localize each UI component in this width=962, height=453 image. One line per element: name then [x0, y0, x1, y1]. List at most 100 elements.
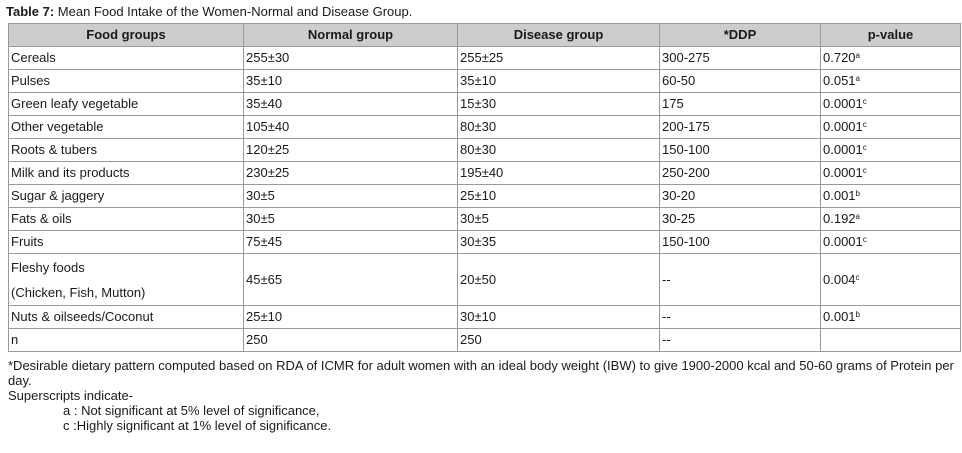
p-value-superscript: c: [862, 143, 867, 152]
table-row: Sugar & jaggery 30±5 25±10 30-20 0.001b: [8, 184, 961, 208]
p-value-text: 0.0001: [823, 119, 863, 134]
table-row: Milk and its products 230±25 195±40 250-200…: [8, 161, 961, 185]
cell-disease: 80±30: [457, 115, 660, 139]
table-row: Roots & tubers 120±25 80±30 150-100 0.0001c: [8, 138, 961, 162]
cell-normal: 30±5: [243, 184, 458, 208]
cell-p-value: 0.192a: [820, 207, 961, 231]
cell-p-value: 0.0001c: [820, 230, 961, 254]
p-value-superscript: c: [862, 120, 867, 129]
p-value-superscript: c: [855, 272, 860, 282]
table-caption: Table 7: Mean Food Intake of the Women-N…: [6, 3, 958, 21]
p-value-text: 0.0001: [823, 96, 863, 111]
cell-food: Cereals: [8, 46, 244, 70]
cell-food: Fruits: [8, 230, 244, 254]
footnote-note-c: c :Highly significant at 1% level of sig…: [63, 418, 332, 433]
table-row: Fats & oils 30±5 30±5 30-25 0.192a: [8, 207, 961, 231]
cell-disease: 30±5: [457, 207, 660, 231]
cell-disease: 25±10: [457, 184, 660, 208]
cell-ddp: 30-25: [659, 207, 821, 231]
cell-disease: 255±25: [457, 46, 660, 70]
cell-p-value: [820, 328, 961, 352]
table-row: Nuts & oilseeds/Coconut 25±10 30±10 -- 0.001…: [8, 305, 961, 329]
cell-ddp: --: [659, 328, 821, 352]
cell-ddp: 250-200: [659, 161, 821, 185]
cell-normal: 105±40: [243, 115, 458, 139]
p-value-superscript: c: [862, 166, 867, 175]
p-value-text: 0.004: [823, 271, 856, 287]
cell-p-value: 0.004c: [820, 253, 961, 306]
table-row-fleshy-foods: Fleshy foods (Chicken, Fish, Mutton) 45±…: [8, 253, 961, 306]
table-row: Pulses 35±10 35±10 60-50 0.051a: [8, 69, 961, 93]
cell-food-line1: Fleshy foods: [11, 259, 85, 275]
cell-food: Fleshy foods (Chicken, Fish, Mutton): [8, 253, 244, 306]
header-p-value: p-value: [820, 23, 961, 47]
cell-p-value: 0.051a: [820, 69, 961, 93]
header-ddp: *DDP: [659, 23, 821, 47]
cell-disease: 80±30: [457, 138, 660, 162]
table-page: Table 7: Mean Food Intake of the Women-N…: [0, 3, 962, 453]
footnote-ddp: *Desirable dietary pattern computed base…: [8, 358, 954, 388]
table-row: Cereals 255±30 255±25 300-275 0.720a: [8, 46, 961, 70]
cell-ddp: 150-100: [659, 230, 821, 254]
cell-food: Nuts & oilseeds/Coconut: [8, 305, 244, 329]
header-normal-group: Normal group: [243, 23, 458, 47]
header-disease-group: Disease group: [457, 23, 660, 47]
header-food-groups: Food groups: [8, 23, 244, 47]
p-value-text: 0.720: [823, 50, 856, 65]
cell-normal: 35±40: [243, 92, 458, 116]
cell-normal: 255±30: [243, 46, 458, 70]
cell-p-value: 0.0001c: [820, 115, 961, 139]
table-row: Other vegetable 105±40 80±30 200-175 0.0001c: [8, 115, 961, 139]
cell-p-value: 0.720a: [820, 46, 961, 70]
cell-food: Other vegetable: [8, 115, 244, 139]
cell-disease: 35±10: [457, 69, 660, 93]
cell-ddp: 60-50: [659, 69, 821, 93]
cell-p-value: 0.001b: [820, 184, 961, 208]
cell-ddp: 300-275: [659, 46, 821, 70]
cell-food: Sugar & jaggery: [8, 184, 244, 208]
cell-food: Fats & oils: [8, 207, 244, 231]
cell-food: Green leafy vegetable: [8, 92, 244, 116]
cell-food: Milk and its products: [8, 161, 244, 185]
cell-normal: 250: [243, 328, 458, 352]
table-caption-label: Table 7:: [6, 4, 55, 19]
cell-food: Pulses: [8, 69, 244, 93]
food-intake-table: Food groups Normal group Disease group *…: [8, 23, 961, 352]
cell-ddp: 150-100: [659, 138, 821, 162]
p-value-text: 0.051: [823, 73, 856, 88]
cell-p-value: 0.001b: [820, 305, 961, 329]
p-value-superscript: c: [862, 235, 867, 244]
p-value-text: 0.001: [823, 309, 856, 324]
cell-ddp: 30-20: [659, 184, 821, 208]
cell-disease: 30±10: [457, 305, 660, 329]
p-value-superscript: a: [855, 74, 860, 83]
cell-normal: 45±65: [243, 253, 458, 306]
footnote-superscripts: Superscripts indicate-: [8, 388, 133, 403]
cell-normal: 75±45: [243, 230, 458, 254]
cell-normal: 25±10: [243, 305, 458, 329]
cell-normal: 35±10: [243, 69, 458, 93]
table-header-row: Food groups Normal group Disease group *…: [8, 23, 961, 47]
cell-ddp: --: [659, 253, 821, 306]
p-value-superscript: b: [855, 310, 860, 319]
cell-ddp: --: [659, 305, 821, 329]
cell-normal: 30±5: [243, 207, 458, 231]
cell-normal: 120±25: [243, 138, 458, 162]
cell-food: Roots & tubers: [8, 138, 244, 162]
cell-p-value: 0.0001c: [820, 161, 961, 185]
p-value-text: 0.0001: [823, 165, 863, 180]
p-value-text: 0.0001: [823, 142, 863, 157]
p-value-text: 0.0001: [823, 234, 863, 249]
cell-food-line2: (Chicken, Fish, Mutton): [11, 284, 146, 300]
cell-food: n: [8, 328, 244, 352]
table-row: Fruits 75±45 30±35 150-100 0.0001c: [8, 230, 961, 254]
cell-disease: 20±50: [457, 253, 660, 306]
cell-p-value: 0.0001c: [820, 92, 961, 116]
cell-disease: 30±35: [457, 230, 660, 254]
table-footnote: *Desirable dietary pattern computed base…: [8, 358, 958, 433]
table-caption-text: Mean Food Intake of the Women-Normal and…: [54, 4, 413, 19]
cell-normal: 230±25: [243, 161, 458, 185]
p-value-superscript: a: [855, 212, 860, 221]
footnote-note-a: a : Not significant at 5% level of signi…: [63, 403, 320, 418]
cell-disease: 250: [457, 328, 660, 352]
